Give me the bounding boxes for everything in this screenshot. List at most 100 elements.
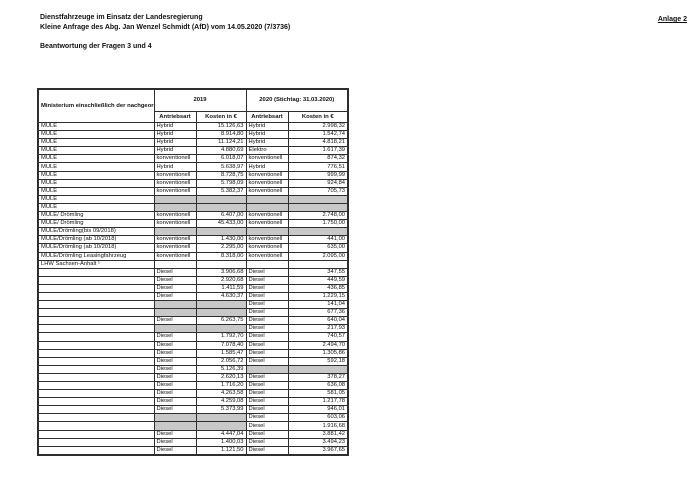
kosten-2019-cell: 4.263,58 [195,389,247,399]
table-row: Diesel 1.400,03 Diesel 3.494,23 [37,437,349,447]
table-row: MULE/Drömling(bis 09/2018) [37,227,349,237]
table-row: Diesel 2.620,13 Diesel 378,27 [37,372,349,383]
antriebsart-2020-cell: Diesel [245,348,289,358]
ministry-cell: MULE/ Drömling [37,211,155,221]
ministry-cell: MULE [37,138,155,148]
antriebsart-2020-cell [245,202,289,213]
ministry-cell: MULE [37,162,155,172]
antriebsart-2019-cell: Diesel [153,275,197,285]
table-row: Diesel 217,93 [37,324,349,334]
kosten-2020-cell: 776,51 [287,162,349,172]
antriebsart-2019-cell [153,202,197,213]
kosten-2020-cell: 1.542,74 [287,130,349,140]
antriebsart-2020-cell: Diesel [245,429,289,439]
antriebsart-2020-cell: Diesel [245,389,289,399]
table-row: MULE Hybrid 15.126,63 Hybrid 2.998,32 [37,121,349,132]
table-row: Diesel 677,36 [37,308,349,318]
table-row: MULE konventionell 6.018,07 konventionell 87… [37,154,349,164]
kosten-2019-cell: 1.716,20 [195,380,247,391]
kosten-2019-cell: 6.018,07 [195,154,247,164]
kosten-2019-cell [195,308,247,318]
ministry-cell: MULE [37,121,155,132]
kosten-2019-cell: 7.078,40 [195,340,247,350]
antriebsart-2019-cell [153,413,197,423]
kosten-2020-header: Kosten in € [287,111,349,123]
antriebsart-2019-cell: konventionell [153,251,197,261]
ministry-cell [37,389,155,399]
table-row: Diesel 1.411,59 Diesel 436,85 [37,283,349,293]
year-2019-group-header: 2019 [153,88,247,112]
ministry-cell: MULE [37,186,155,196]
ministry-cell: MULE [37,194,155,204]
antriebsart-2020-cell: Diesel [245,445,289,456]
table-group-header-row: Ministerium einschließlich der nachgeord… [37,88,349,123]
ministry-cell [37,348,155,358]
kosten-2020-cell: 436,85 [287,283,349,293]
ministry-cell [37,283,155,293]
antriebsart-2020-cell: konventionell [245,170,289,180]
ministry-cell [37,324,155,334]
antriebsart-2020-cell: konventionell [245,219,289,229]
antriebsart-2020-cell: konventionell [245,186,289,196]
table-row: Diesel 4.259,08 Diesel 1.217,78 [37,397,349,407]
antriebsart-2019-cell: Diesel [153,445,197,456]
kosten-2020-cell: 141,04 [287,300,349,310]
kosten-2019-cell: 1.400,03 [195,437,247,447]
kosten-2019-cell: 1.411,59 [195,283,247,293]
kosten-2019-cell: 8.914,80 [195,130,247,140]
antriebsart-2019-cell: Diesel [153,429,197,439]
ministry-cell: MULE [37,146,155,156]
kosten-2020-cell: 441,00 [287,235,349,245]
table-row: MULE/ Drömling konventionell 45.433,00 konv… [37,219,349,229]
table-row: Diesel 2.920,68 Diesel 449,59 [37,275,349,285]
antriebsart-2019-cell: Diesel [153,389,197,399]
kosten-2019-cell: 4.447,04 [195,429,247,439]
table-row: MULE Hybrid 4.880,69 Elektro 1.617,39 [37,146,349,156]
antriebsart-2020-cell: Diesel [245,324,289,334]
antriebsart-2020-cell: Diesel [245,356,289,366]
antriebsart-2019-cell: Diesel [153,340,197,350]
antriebsart-2019-cell: Hybrid [153,162,197,172]
table-row: MULE konventionell 8.728,75 konventionell 99… [37,170,349,180]
ministry-cell [37,300,155,310]
ministry-cell [37,429,155,439]
antriebsart-2020-cell: Diesel [245,413,289,423]
antriebsart-2019-cell: konventionell [153,243,197,253]
antriebsart-2019-cell: Hybrid [153,130,197,140]
kosten-2020-cell [287,259,349,269]
antriebsart-2020-cell: Diesel [245,437,289,447]
kosten-2020-cell: 1.916,68 [287,421,349,431]
table-row: MULE konventionell 5.382,37 konventionell 70… [37,186,349,196]
antriebsart-2019-cell: konventionell [153,178,197,188]
antriebsart-2019-cell: Hybrid [153,121,197,132]
ministry-cell: MULE/ Drömling [37,219,155,229]
antriebsart-2019-cell: konventionell [153,235,197,245]
kosten-2020-cell: 946,01 [287,405,349,415]
kosten-2019-cell [195,300,247,310]
kosten-2019-cell [195,227,247,237]
antriebsart-2019-cell: Diesel [153,380,197,391]
antriebsart-2020-cell: konventionell [245,178,289,188]
antriebsart-2020-cell [245,227,289,237]
antriebsart-2019-header: Antriebsart [153,111,197,123]
antriebsart-2020-cell: Diesel [245,291,289,302]
kosten-2019-cell [195,194,247,204]
ministry-cell [37,291,155,302]
kosten-2019-cell: 4.259,08 [195,397,247,407]
kosten-2020-cell [287,364,349,374]
kosten-2020-cell: 2.494,70 [287,340,349,350]
antriebsart-2020-cell: Hybrid [245,162,289,172]
table-row: MULE/Drömling Leasingfahrzeug konventione… [37,251,349,261]
antriebsart-2019-cell: Diesel [153,348,197,358]
antriebsart-2019-cell: Diesel [153,405,197,415]
table-row: Diesel 141,04 [37,300,349,310]
table-row: Diesel 3.906,68 Diesel 347,55 [37,267,349,277]
ministry-cell: MULE/Drömling Leasingfahrzeug [37,251,155,261]
antriebsart-2020-cell: Diesel [245,397,289,407]
ministry-cell: MULE [37,154,155,164]
kosten-2019-cell: 45.433,00 [195,219,247,229]
kosten-2020-cell: 592,18 [287,356,349,366]
antriebsart-2020-cell: Diesel [245,340,289,350]
ministry-cell [37,397,155,407]
ministry-cell [37,308,155,318]
